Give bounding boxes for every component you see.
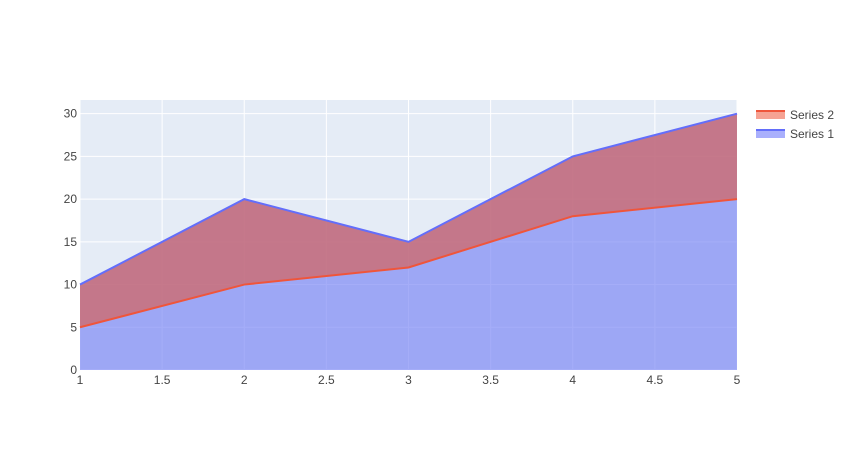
x-axis-tick-labels: 1 1.5 2 2.5 3 3.5 4 4.5 5 — [77, 373, 741, 387]
y-tick-label: 15 — [64, 235, 78, 249]
y-tick-label: 5 — [70, 320, 77, 334]
series-2-area — [80, 113, 737, 328]
legend-swatch — [756, 130, 785, 138]
x-tick-label: 3.5 — [482, 373, 499, 387]
series-1-line — [79, 198, 738, 329]
x-tick-label: 3 — [405, 373, 412, 387]
x-tick-label: 1 — [77, 373, 84, 387]
series-2-line — [79, 112, 738, 286]
x-tick-label: 4.5 — [647, 373, 664, 387]
legend[interactable]: Series 2 Series 1 — [756, 108, 834, 141]
area-fills — [80, 113, 737, 370]
legend-item-series-1[interactable]: Series 1 — [756, 127, 834, 141]
x-tick-label: 1.5 — [154, 373, 171, 387]
x-tick-label: 2.5 — [318, 373, 335, 387]
x-tick-label: 4 — [569, 373, 576, 387]
y-tick-label: 25 — [64, 149, 78, 163]
y-tick-label: 0 — [70, 363, 77, 377]
series-lines — [79, 112, 738, 329]
legend-label: Series 2 — [790, 108, 834, 122]
y-tick-label: 10 — [64, 278, 78, 292]
legend-swatch — [756, 111, 785, 119]
y-axis-tick-labels: 0 5 10 15 20 25 30 — [64, 107, 78, 377]
y-tick-label: 30 — [64, 107, 78, 121]
y-tick-label: 20 — [64, 192, 78, 206]
x-tick-label: 5 — [734, 373, 741, 387]
series-1-area — [80, 199, 737, 370]
legend-item-series-2[interactable]: Series 2 — [756, 108, 834, 122]
legend-label: Series 1 — [790, 127, 834, 141]
x-tick-label: 2 — [241, 373, 248, 387]
